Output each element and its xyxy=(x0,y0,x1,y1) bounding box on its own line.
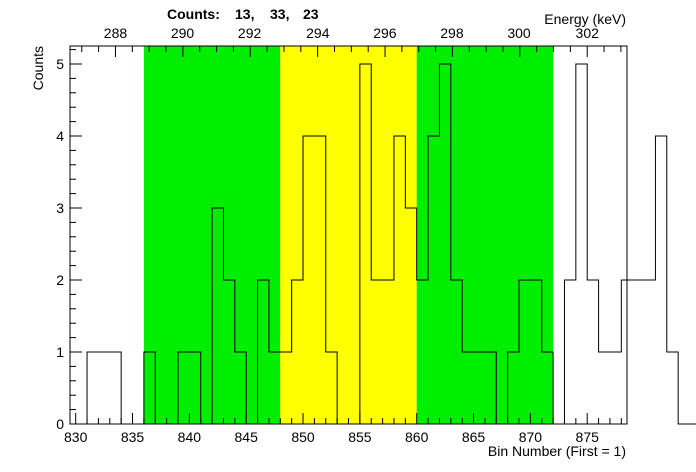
histogram-bin xyxy=(587,280,598,424)
x-tick-label: 870 xyxy=(519,429,543,445)
histogram-layer xyxy=(75,63,696,425)
x-axis-label: Bin Number (First = 1) xyxy=(488,443,626,459)
y-axis-label: Counts xyxy=(30,46,46,90)
region-layer xyxy=(143,46,554,424)
x2-tick-label: 288 xyxy=(104,25,128,41)
y-tick-label: 1 xyxy=(56,344,64,360)
y-tick-label: 2 xyxy=(56,272,64,288)
chart-title-value-2: 33, xyxy=(270,6,289,22)
y-tick-label: 3 xyxy=(56,200,64,216)
x-tick-label: 860 xyxy=(405,429,429,445)
histogram-bin xyxy=(655,136,666,424)
chart-title-value-1: 13, xyxy=(235,6,254,22)
histogram-bin xyxy=(599,352,610,424)
x-tick-label: 855 xyxy=(348,429,372,445)
histogram-outline xyxy=(75,63,696,425)
y-tick-label: 5 xyxy=(56,56,64,72)
y-tick-label: 0 xyxy=(56,416,64,432)
x2-tick-label: 302 xyxy=(576,25,600,41)
histogram-bin xyxy=(98,352,109,424)
x2-tick-label: 296 xyxy=(373,25,397,41)
x-tick-label: 830 xyxy=(64,429,88,445)
y-tick-label: 4 xyxy=(56,128,64,144)
chart-title-value-3: 23 xyxy=(303,6,319,22)
histogram-bin xyxy=(87,352,98,424)
region-signal xyxy=(280,46,417,424)
histogram-bin xyxy=(110,352,121,424)
x2-tick-label: 292 xyxy=(238,25,262,41)
histogram-bin xyxy=(633,280,644,424)
title-layer: Counts: 13, 33, 23 xyxy=(167,6,319,22)
x2-tick-label: 298 xyxy=(440,25,464,41)
chart-title-label: Counts: xyxy=(167,6,220,22)
x2-axis-label: Energy (keV) xyxy=(544,11,626,27)
x2-tick-label: 294 xyxy=(306,25,330,41)
histogram-bin xyxy=(576,64,587,424)
x-tick-label: 835 xyxy=(121,429,145,445)
x2-tick-label: 300 xyxy=(507,25,531,41)
x2-tick-label: 290 xyxy=(171,25,195,41)
region-right-background xyxy=(416,46,554,424)
x-tick-label: 865 xyxy=(462,429,486,445)
histogram-bin xyxy=(564,280,575,424)
x-tick-label: 845 xyxy=(235,429,259,445)
histogram-bin xyxy=(644,280,655,424)
histogram-bin xyxy=(610,352,621,424)
axis-layer: 830 835 840 845 850 855 860 865 870 875 0 1 2 3 4 5 288 2… xyxy=(56,25,628,445)
histogram-bin xyxy=(667,352,678,424)
x-tick-label: 840 xyxy=(178,429,202,445)
x-tick-label: 850 xyxy=(291,429,315,445)
x-tick-label: 875 xyxy=(576,429,600,445)
